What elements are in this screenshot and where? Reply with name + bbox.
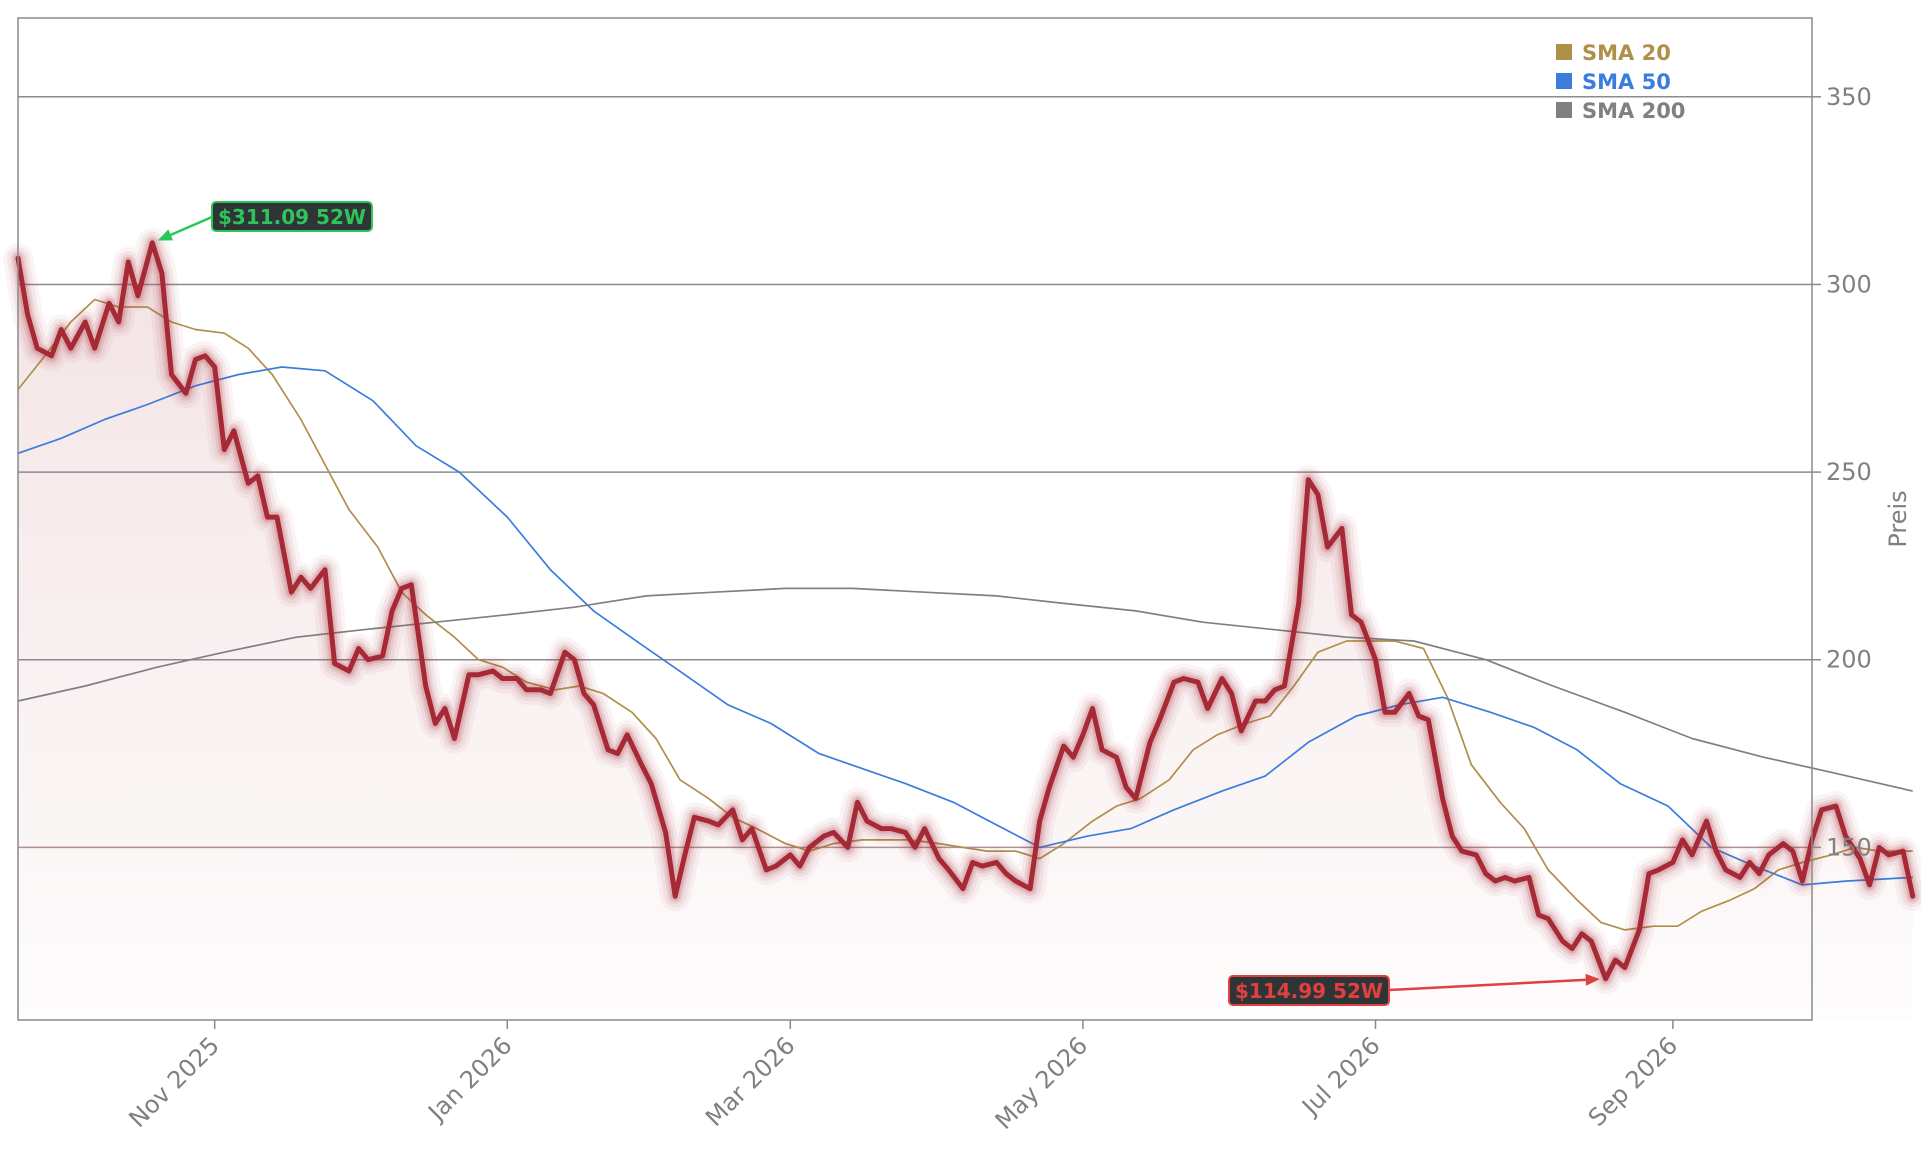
- legend-swatch: [1556, 44, 1572, 60]
- annotation-label: $114.99 52W: [1235, 979, 1383, 1003]
- legend-swatch: [1556, 73, 1572, 89]
- y-tick-label: 200: [1826, 646, 1872, 674]
- plot-frame: [17, 17, 1813, 1021]
- x-tick-label: Nov 2025: [123, 1031, 225, 1133]
- y-axis-ticks: 150 200 250 300 350: [1812, 83, 1872, 861]
- y-tick-label: 250: [1826, 458, 1872, 486]
- y-tick-label: 150: [1826, 833, 1872, 861]
- price-line-layer: [3, 227, 1921, 994]
- price-area: [18, 242, 1913, 1021]
- legend-label: SMA 200: [1582, 99, 1685, 123]
- annotation-arrow-head: [1585, 973, 1600, 986]
- y-tick-label: 350: [1826, 83, 1872, 111]
- legend-swatch: [1556, 102, 1572, 118]
- annotation-arrow-line: [1388, 978, 1590, 992]
- price-line: [15, 240, 1916, 982]
- annotation-box: [211, 201, 373, 232]
- annotation-label: $311.09 52W: [218, 205, 366, 229]
- x-axis-ticks: Nov 2025 Jan 2026 Mar 2026 May 2026 Jul 2026…: [123, 1020, 1683, 1135]
- x-tick-label: Jul 2026: [1295, 1031, 1385, 1121]
- legend: SMA 20 SMA 50 SMA 200: [1556, 41, 1685, 123]
- annotation-box: [1228, 975, 1390, 1006]
- price-area-layer: [18, 242, 1913, 1021]
- x-tick-label: Sep 2026: [1583, 1031, 1683, 1131]
- annotation-layer: $311.09 52W $114.99 52W: [157, 201, 1600, 1006]
- legend-label: SMA 20: [1582, 41, 1671, 65]
- sma-50-line: [17, 366, 1913, 886]
- sma-20-line: [17, 298, 1913, 931]
- x-tick-label: May 2026: [990, 1031, 1093, 1134]
- x-tick-label: Mar 2026: [700, 1031, 800, 1131]
- x-tick-label: Jan 2026: [422, 1031, 518, 1127]
- y-axis-title: Preis: [1884, 490, 1912, 547]
- annotation-arrow-line: [166, 215, 213, 238]
- y-tick-label: 300: [1826, 270, 1872, 298]
- legend-label: SMA 50: [1582, 70, 1671, 94]
- annotation-arrow-head: [157, 229, 174, 241]
